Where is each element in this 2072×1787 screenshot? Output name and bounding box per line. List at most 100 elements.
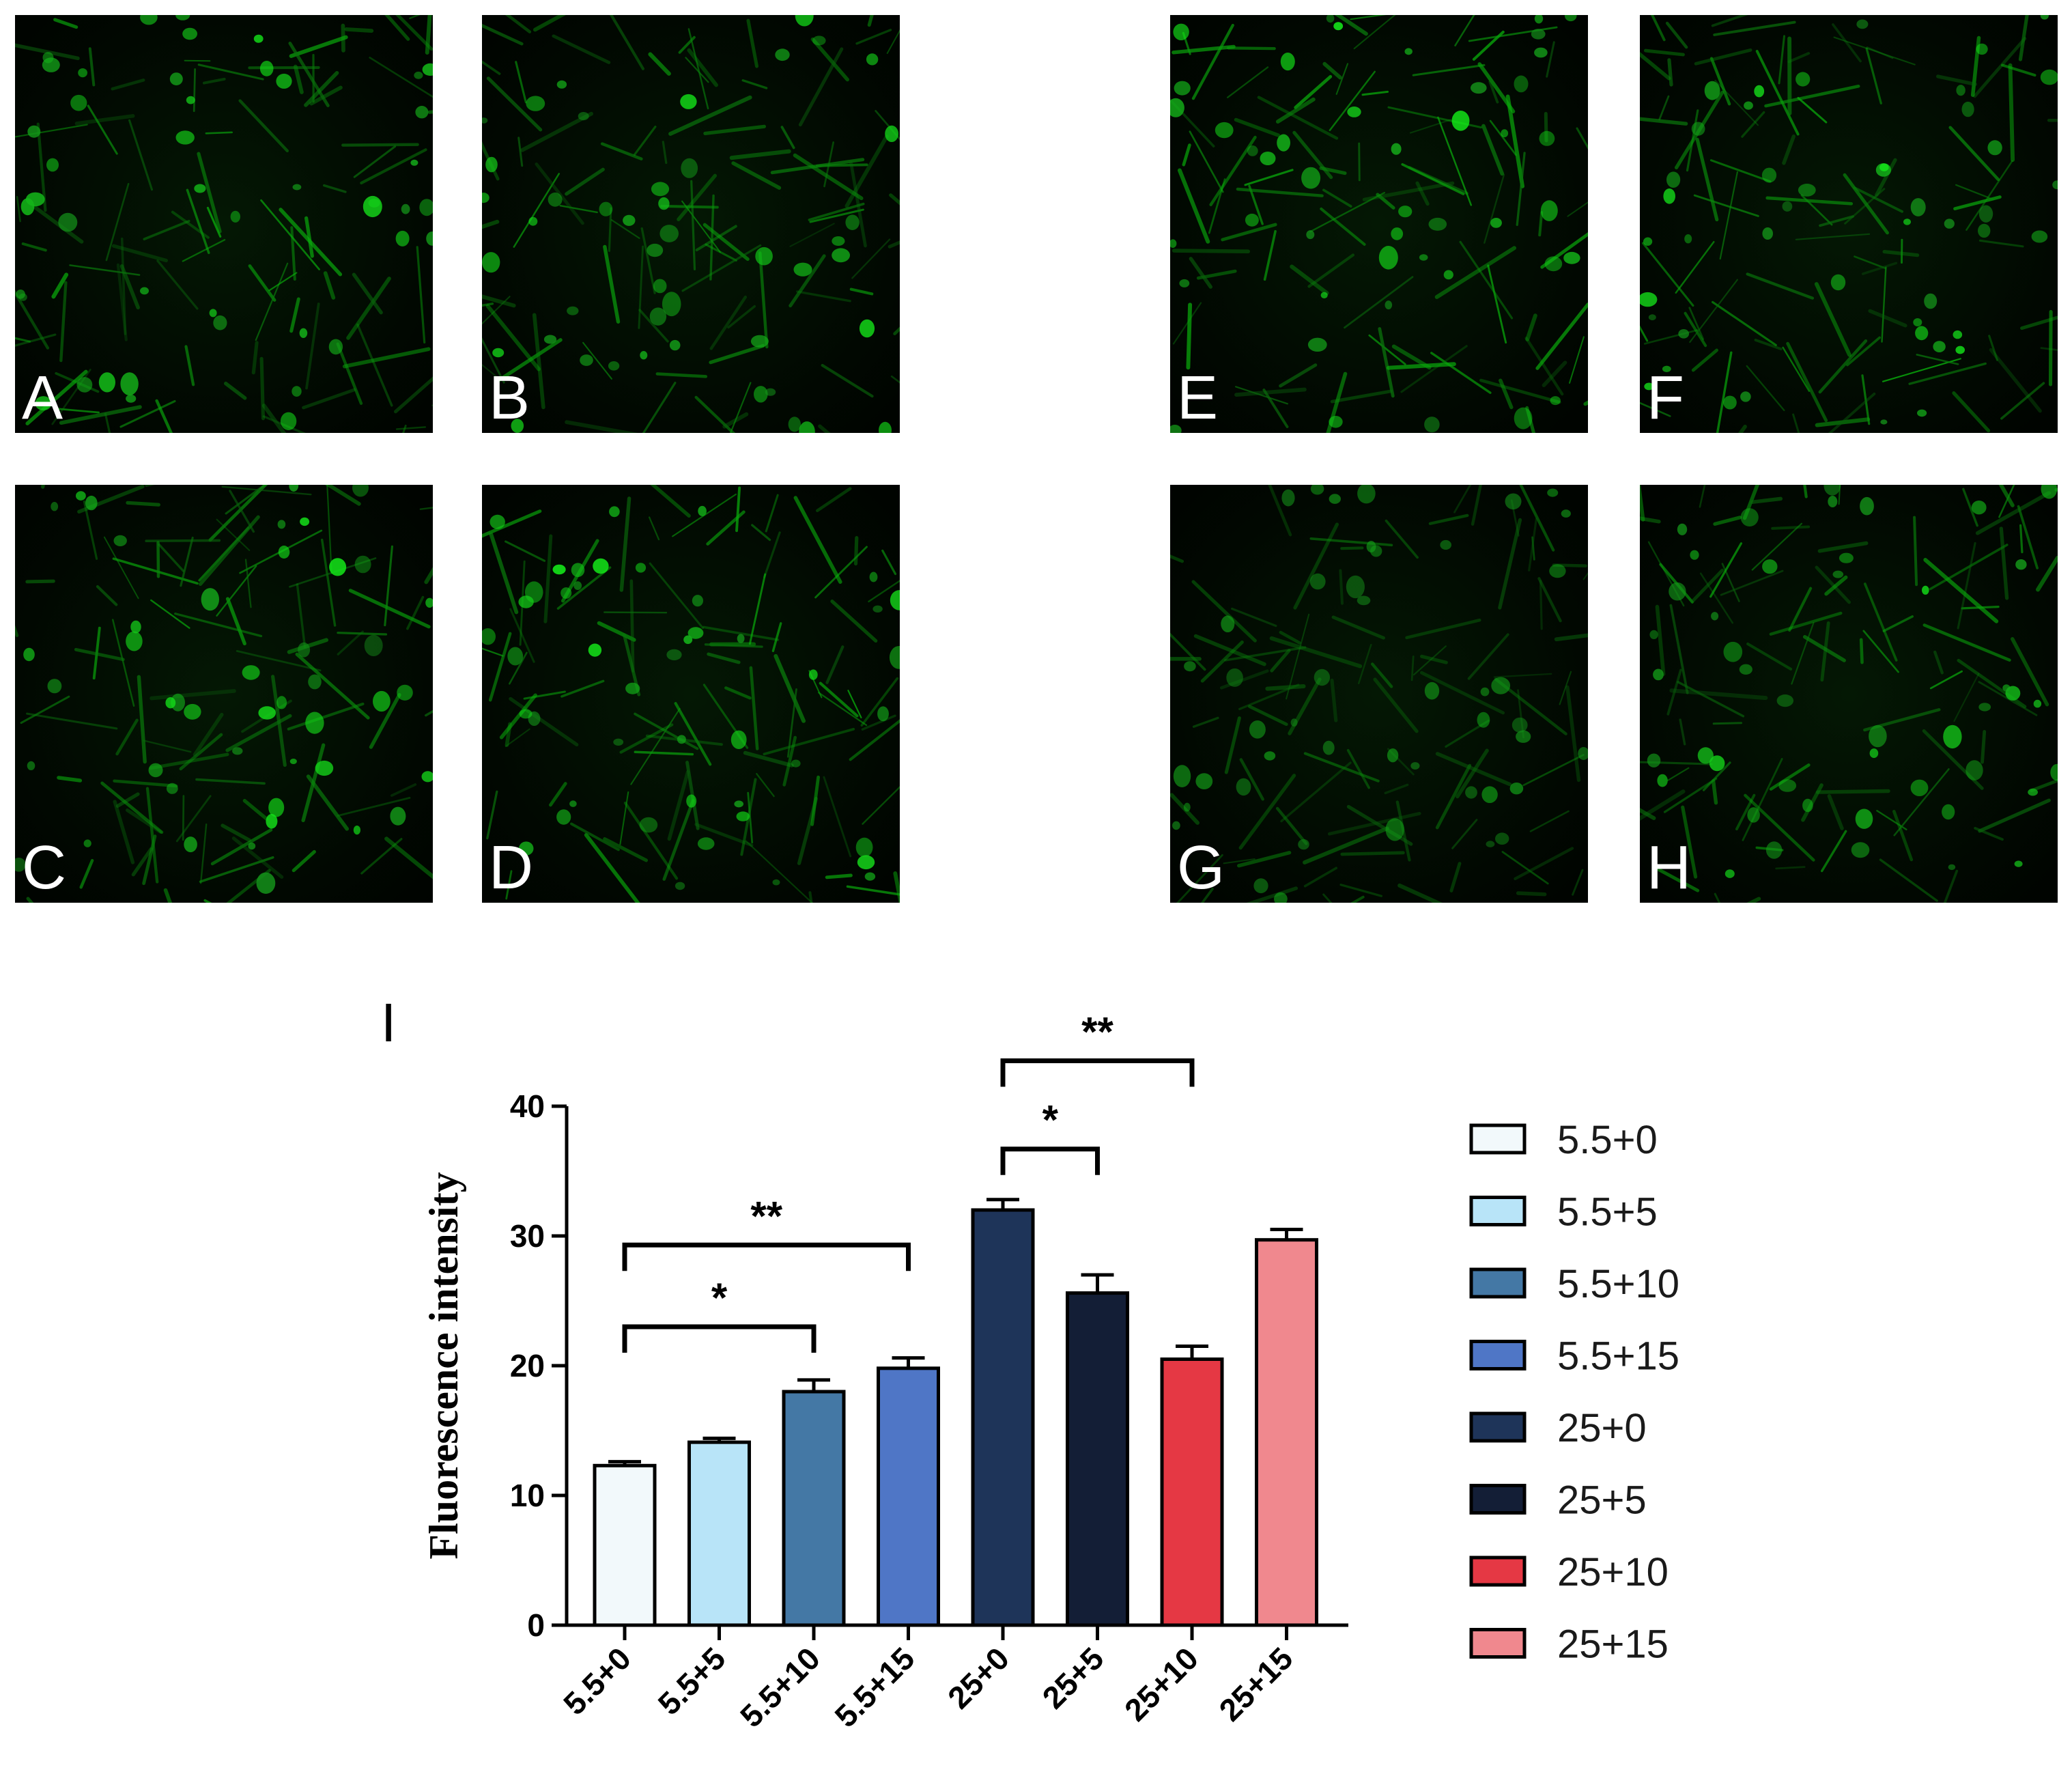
panel-label-i: I xyxy=(381,992,396,1053)
cell-process xyxy=(409,15,421,20)
cell-body xyxy=(232,747,243,755)
cell-process xyxy=(570,822,620,852)
cell-body xyxy=(1301,167,1321,189)
cell-process xyxy=(100,781,164,834)
cell-body xyxy=(1869,724,1887,748)
cell-body xyxy=(1451,111,1470,131)
cell-process xyxy=(179,733,223,771)
cell-process xyxy=(482,363,498,378)
cell-process xyxy=(384,15,410,41)
cell-body xyxy=(126,631,143,651)
significance-marker: ** xyxy=(1081,1009,1113,1055)
legend-swatch xyxy=(1469,1556,1527,1587)
cell-process xyxy=(1640,325,1649,342)
cell-process xyxy=(662,799,695,881)
panel-label-e: E xyxy=(1177,364,1219,432)
cell-body xyxy=(1309,573,1326,590)
cell-process xyxy=(1487,264,1507,344)
cell-process xyxy=(369,57,433,98)
cell-body xyxy=(890,590,900,610)
x-tick-label: 5.5+10 xyxy=(733,1640,827,1734)
cell-process xyxy=(1814,282,1851,357)
cell-process xyxy=(295,652,370,720)
cell-process xyxy=(1711,15,1748,27)
cell-process xyxy=(1922,623,2011,662)
cell-body xyxy=(277,520,286,529)
cell-process xyxy=(25,369,88,425)
bar xyxy=(1066,1291,1129,1627)
cell-process xyxy=(1998,485,2015,507)
cell-process xyxy=(1468,26,1558,42)
cell-body xyxy=(1754,85,1765,98)
cell-process xyxy=(731,161,782,190)
cell-process xyxy=(814,546,868,599)
cell-body xyxy=(1955,346,1965,354)
cell-process xyxy=(1371,662,1393,688)
cell-process xyxy=(1358,142,1361,182)
cell-process xyxy=(729,382,752,433)
cell-process xyxy=(186,188,210,255)
cell-body xyxy=(526,96,545,111)
cell-process xyxy=(1435,763,1472,830)
cell-process xyxy=(1170,793,1200,825)
cell-process xyxy=(74,647,125,662)
cell-process xyxy=(15,337,31,343)
cell-body xyxy=(242,665,260,680)
cell-body xyxy=(1486,841,1495,847)
cell-process xyxy=(817,692,868,727)
cell-process xyxy=(748,573,767,645)
y-tick-label: 10 xyxy=(510,1478,545,1513)
cell-body xyxy=(669,339,681,351)
cell-body xyxy=(1649,630,1658,639)
cell-process xyxy=(535,162,584,225)
cell-body xyxy=(1725,869,1735,878)
cell-process xyxy=(111,244,168,263)
cell-process xyxy=(369,692,401,749)
cell-process xyxy=(667,770,690,841)
cell-body xyxy=(750,335,769,348)
cell-process xyxy=(1514,847,1574,881)
legend-swatch xyxy=(1469,1628,1527,1659)
cell-body xyxy=(1320,292,1328,298)
cell-process xyxy=(1270,649,1291,673)
cell-process xyxy=(289,35,348,58)
cell-process xyxy=(584,833,640,903)
cell-process xyxy=(1538,211,1544,237)
cell-body xyxy=(397,684,413,701)
cell-body xyxy=(519,709,533,719)
cell-process xyxy=(1818,339,1868,394)
cell-process xyxy=(821,364,874,398)
cell-process xyxy=(609,15,644,70)
cell-process xyxy=(808,202,865,221)
cell-process xyxy=(893,326,900,336)
cell-process xyxy=(1922,729,1984,790)
cell-body xyxy=(258,706,276,720)
cell-process xyxy=(1771,525,1811,530)
cell-body xyxy=(507,647,524,666)
cell-process xyxy=(1765,196,1854,206)
cell-process xyxy=(1686,109,1699,172)
cell-process xyxy=(823,776,852,858)
cell-process xyxy=(384,836,433,880)
cell-process xyxy=(1309,192,1385,233)
cell-process xyxy=(1268,485,1292,537)
cell-process xyxy=(1709,159,1772,183)
cell-body xyxy=(1798,184,1816,197)
cell-body xyxy=(292,386,302,397)
cell-body xyxy=(1944,219,1955,229)
cell-process xyxy=(1386,362,1456,370)
cell-process xyxy=(1479,378,1561,404)
cell-body xyxy=(1424,417,1440,433)
cell-process xyxy=(1307,253,1354,288)
cell-process xyxy=(741,79,768,89)
cell-process xyxy=(735,486,741,533)
cell-process xyxy=(51,272,69,299)
cell-body xyxy=(1531,29,1546,40)
cell-body xyxy=(1677,523,1688,535)
cell-process xyxy=(1913,516,1918,587)
cell-body xyxy=(27,125,41,138)
cell-process xyxy=(1882,250,1920,257)
cell-process xyxy=(1640,485,1645,522)
cell-process xyxy=(1978,239,2024,248)
cell-process xyxy=(855,29,892,45)
